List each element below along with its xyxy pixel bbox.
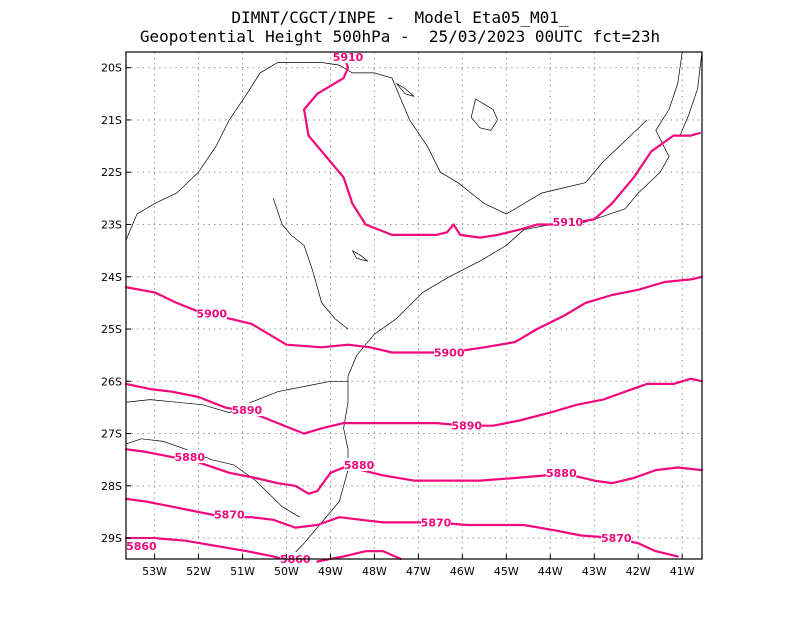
lat-tick-label: 26S (101, 375, 122, 388)
contour-label: 5870 (421, 516, 452, 529)
lon-tick-label: 44W (538, 565, 563, 578)
lon-tick-label: 47W (406, 565, 431, 578)
lat-tick-label: 24S (101, 271, 122, 284)
contour-label-bg (231, 403, 262, 417)
contour-label: 5870 (214, 509, 245, 522)
lon-tick-label: 42W (626, 565, 651, 578)
contour-label-bg (451, 418, 482, 432)
lat-tick-label: 23S (101, 218, 122, 231)
contour-5860 (124, 537, 292, 563)
lat-tick-label: 21S (101, 114, 122, 127)
lake-outline (352, 250, 369, 262)
contour-label: 5900 (434, 347, 465, 360)
contour-label-bg (344, 457, 375, 471)
coastline-border (125, 62, 648, 241)
contour-label-bg (601, 531, 632, 545)
coastline-border (272, 198, 349, 330)
lat-tick-label: 25S (101, 323, 122, 336)
contour-label: 5880 (546, 467, 577, 480)
lon-tick-label: 41W (670, 565, 695, 578)
contour-label: 5910 (553, 216, 584, 229)
contour-label-bg (552, 214, 583, 228)
contour-5890 (124, 377, 704, 435)
contour-label: 5860 (126, 540, 157, 553)
contour-5910 (303, 53, 701, 239)
lon-tick-label: 45W (494, 565, 519, 578)
contour-label-bg (420, 515, 451, 529)
lat-tick-label: 29S (101, 532, 122, 545)
contour-label-bg (434, 345, 465, 359)
contour-label-bg (126, 538, 157, 552)
contour-label: 5890 (451, 420, 482, 433)
contour-label-bg (214, 507, 245, 521)
contour-5880 (124, 448, 704, 495)
contour-5870 (124, 497, 679, 558)
lat-tick-label: 20S (101, 62, 122, 75)
contour-label-bg (333, 50, 364, 64)
contour-label: 5880 (344, 459, 375, 472)
axis-labels: 20S 21S 22S 23S 24S 25S 26S 27S 28S 29S 53W 52W 51W 5… (101, 62, 695, 578)
lon-tick-label: 52W (186, 565, 211, 578)
contour-label: 5870 (601, 532, 632, 545)
coastline-border (286, 51, 683, 562)
lake-outline (396, 83, 415, 97)
contour-label-bg (196, 306, 227, 320)
lon-tick-label: 48W (362, 565, 387, 578)
lon-tick-label: 43W (582, 565, 607, 578)
contour-labels: 5910 5910 5900 5900 5890 5890 5880 5880 5880 5870… (126, 50, 632, 566)
lon-tick-label: 53W (142, 565, 167, 578)
gridlines (126, 52, 702, 559)
contour-label-bg (546, 465, 577, 479)
lon-tick-label: 51W (230, 565, 255, 578)
lat-tick-label: 27S (101, 428, 122, 441)
chart-title-line1: DIMNT/CGCT/INPE - Model Eta05_M01_ (231, 8, 569, 27)
lon-tick-label: 49W (318, 565, 343, 578)
lon-tick-label: 50W (274, 565, 299, 578)
contour-label: 5910 (333, 51, 364, 64)
coastline-border (679, 51, 703, 136)
lon-tick-label: 46W (450, 565, 475, 578)
coastline-border (125, 438, 300, 518)
contour-label: 5890 (232, 404, 263, 417)
contour-5860b (316, 550, 402, 563)
contour-label-bg (174, 450, 205, 464)
chart-title-line2: Geopotential Height 500hPa - 25/03/2023 … (139, 27, 661, 46)
lat-tick-label: 28S (101, 480, 122, 493)
plot-frame (125, 51, 703, 560)
lake-outline (470, 98, 498, 131)
contour-label: 5900 (196, 307, 227, 320)
contour-label: 5880 (174, 451, 205, 464)
lat-tick-label: 22S (101, 166, 122, 179)
